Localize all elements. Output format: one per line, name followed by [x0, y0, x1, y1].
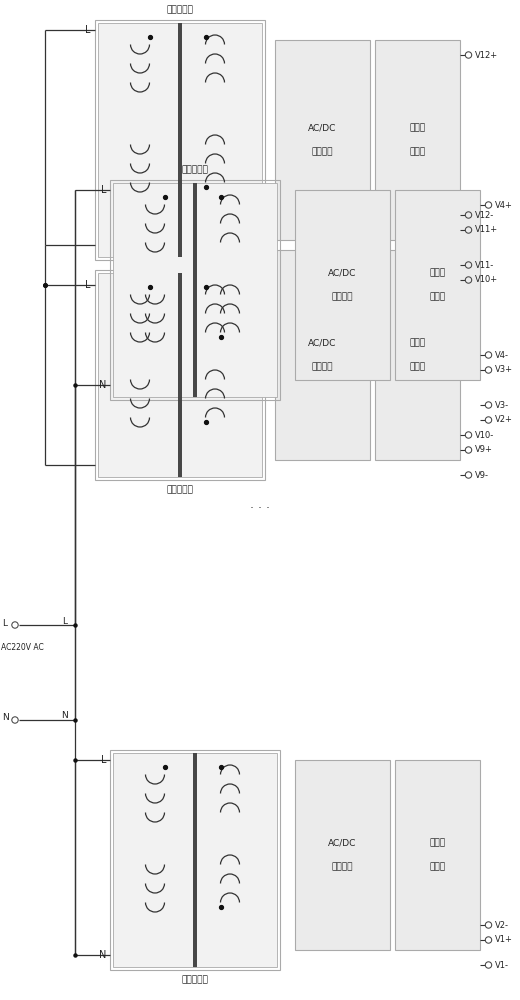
Text: V10-: V10-: [475, 430, 494, 440]
Text: N: N: [2, 714, 9, 722]
Text: V3-: V3-: [495, 400, 509, 410]
Text: V3+: V3+: [495, 365, 513, 374]
Bar: [98, 23, 180, 257]
Text: AC/DC: AC/DC: [308, 123, 336, 132]
Text: L: L: [100, 755, 106, 765]
Text: 电源变压器: 电源变压器: [166, 5, 193, 14]
Text: AC/DC: AC/DC: [328, 268, 357, 277]
Bar: [395, 190, 480, 380]
Bar: [375, 250, 460, 460]
Text: 节模块: 节模块: [430, 292, 446, 302]
Text: V2-: V2-: [495, 920, 509, 930]
Text: N: N: [99, 950, 106, 960]
Text: V9-: V9-: [475, 471, 489, 480]
Text: N: N: [99, 380, 106, 390]
Bar: [110, 180, 280, 400]
Text: V9+: V9+: [475, 446, 493, 454]
Text: L: L: [62, 616, 68, 626]
Text: V11-: V11-: [475, 260, 494, 269]
Text: L: L: [85, 280, 91, 290]
Bar: [180, 23, 262, 257]
Text: V12+: V12+: [475, 50, 498, 60]
Text: 转换模块: 转换模块: [312, 362, 333, 371]
Text: 稳压调: 稳压调: [409, 123, 425, 132]
Text: AC/DC: AC/DC: [308, 338, 336, 348]
Bar: [295, 760, 390, 950]
Text: 稳压调: 稳压调: [409, 338, 425, 348]
Bar: [195, 753, 277, 967]
Text: 电源变压器: 电源变压器: [181, 165, 209, 174]
Text: 节模块: 节模块: [409, 147, 425, 156]
Text: L: L: [100, 185, 106, 195]
Bar: [113, 753, 195, 967]
Text: 稳压调: 稳压调: [430, 268, 446, 277]
Text: L: L: [85, 25, 91, 35]
Bar: [180, 273, 262, 477]
Text: 节模块: 节模块: [430, 862, 446, 871]
Text: AC/DC: AC/DC: [328, 838, 357, 848]
Text: V4+: V4+: [495, 200, 513, 210]
Bar: [395, 760, 480, 950]
Text: V12-: V12-: [475, 211, 494, 220]
Text: V2+: V2+: [495, 416, 513, 424]
Text: AC220V AC: AC220V AC: [1, 643, 44, 652]
Bar: [195, 183, 277, 397]
Bar: [295, 190, 390, 380]
Bar: [275, 250, 370, 460]
Text: 电源变压器: 电源变压器: [181, 976, 209, 984]
Text: 转换模块: 转换模块: [332, 862, 353, 871]
Text: 转换模块: 转换模块: [332, 292, 353, 302]
Bar: [95, 270, 265, 480]
Text: L: L: [2, 618, 7, 628]
Bar: [375, 40, 460, 240]
Text: . . .: . . .: [250, 498, 270, 512]
Bar: [113, 183, 195, 397]
Text: V11+: V11+: [475, 226, 498, 234]
Text: V4-: V4-: [495, 351, 509, 360]
Text: N: N: [62, 712, 68, 720]
Bar: [98, 273, 180, 477]
Bar: [110, 750, 280, 970]
Bar: [95, 20, 265, 260]
Text: 节模块: 节模块: [409, 362, 425, 371]
Text: V1-: V1-: [495, 960, 509, 970]
Text: 稳压调: 稳压调: [430, 838, 446, 848]
Text: V1+: V1+: [495, 936, 513, 944]
Text: 电源变压器: 电源变压器: [166, 486, 193, 494]
Text: V10+: V10+: [475, 275, 498, 284]
Bar: [275, 40, 370, 240]
Text: 转换模块: 转换模块: [312, 147, 333, 156]
